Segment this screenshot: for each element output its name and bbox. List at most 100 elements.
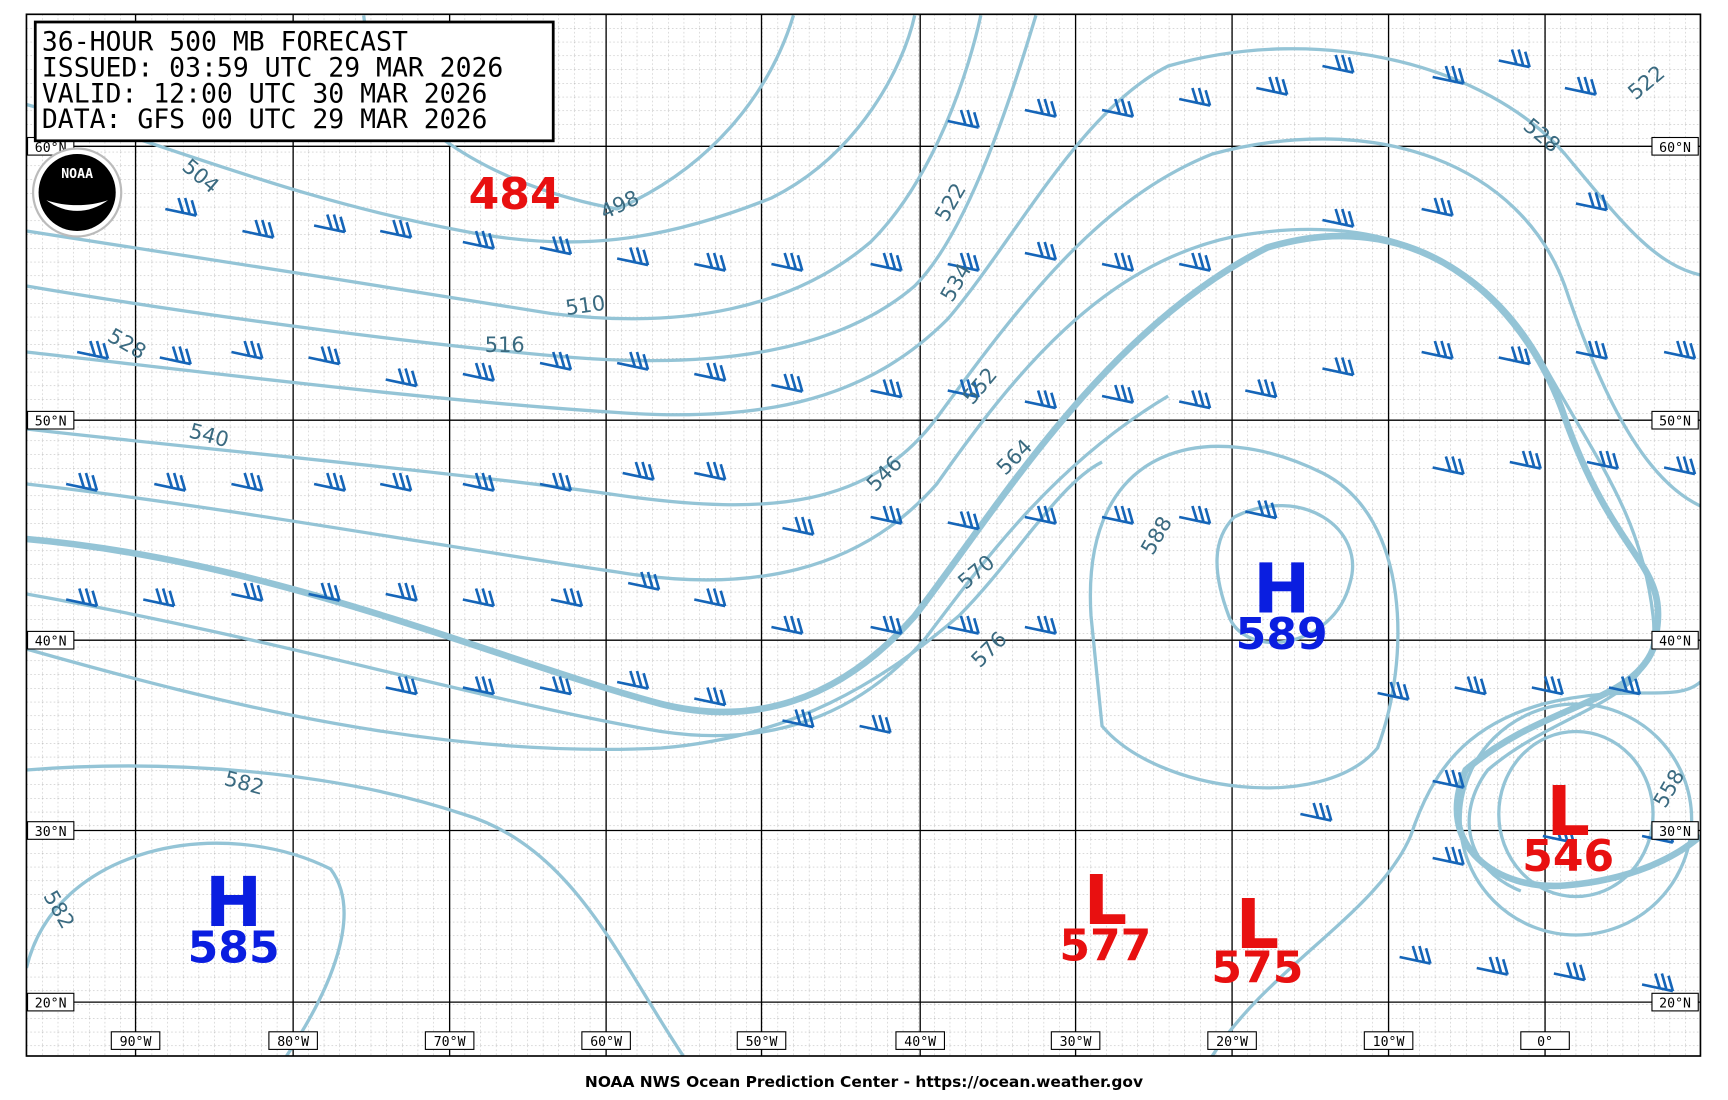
header-line: VALID: 12:00 UTC 30 MAR 2026 <box>42 78 488 109</box>
wind-barb <box>1399 945 1432 965</box>
logo-bird <box>46 200 108 211</box>
wind-barb <box>65 588 99 608</box>
wind-barb <box>1608 676 1642 696</box>
wind-barb <box>1101 505 1135 525</box>
wind-barb <box>1322 357 1355 377</box>
wind-barb <box>1432 65 1465 85</box>
wind-barb <box>870 505 903 525</box>
wind-barb <box>782 709 815 729</box>
center-value: 589 <box>1236 609 1328 660</box>
lat-label-box <box>27 821 75 840</box>
lon-label: 70°W <box>434 1035 466 1050</box>
contour <box>26 137 1701 508</box>
major-grid <box>26 14 1701 1056</box>
wind-barb <box>231 582 264 602</box>
header-line: 36-HOUR 500 MB FORECAST <box>42 27 408 58</box>
lat-label-box <box>27 630 75 650</box>
contour-label: 510 <box>564 291 607 320</box>
wind-barb <box>379 472 413 492</box>
wind-barb <box>539 676 573 696</box>
wind-barb <box>771 252 804 272</box>
center-letter: L <box>1084 862 1128 941</box>
lon-label-box <box>110 1031 161 1050</box>
wind-barb <box>313 214 347 234</box>
lat-label-left: 50°N <box>35 415 67 430</box>
wind-barb <box>1641 973 1675 993</box>
lat-label-box <box>1651 992 1699 1012</box>
center-value: 546 <box>1522 831 1614 882</box>
wind-barb <box>1542 824 1575 844</box>
lon-label: 60°W <box>590 1035 622 1050</box>
wind-barb <box>1024 390 1058 410</box>
lon-label: 40°W <box>904 1035 936 1050</box>
wind-barb <box>1531 676 1564 696</box>
wind-barb <box>947 615 980 635</box>
lat-label-box <box>1651 630 1699 650</box>
wind-barb <box>694 588 727 608</box>
wind-barb <box>694 362 727 382</box>
wind-barb <box>1101 384 1135 404</box>
wind-barb <box>771 615 804 635</box>
contour <box>26 394 1170 738</box>
wind-barb <box>1256 76 1289 96</box>
wind-barb <box>1421 197 1454 217</box>
wind-barb <box>1101 98 1135 118</box>
wind-barb <box>231 472 264 492</box>
contour <box>26 15 983 321</box>
wind-barb <box>1663 456 1697 476</box>
wind-barb <box>1498 49 1531 69</box>
wind-barb <box>1509 450 1542 470</box>
footer: NOAA NWS Ocean Prediction Center - https… <box>585 1073 1143 1091</box>
wind-barb <box>771 373 804 393</box>
minor-grid <box>26 14 1701 1056</box>
contour <box>26 227 1656 893</box>
wind-barb <box>159 346 192 366</box>
contour <box>1088 444 1400 790</box>
wind-barb <box>616 351 650 371</box>
wind-barb <box>782 516 815 536</box>
wind-barb <box>1564 76 1598 96</box>
wind-barb <box>694 461 727 481</box>
wind-barb <box>385 582 418 602</box>
lon-label: 10°W <box>1373 1035 1405 1050</box>
wind-barb <box>1663 340 1697 360</box>
wind-barb <box>947 252 980 272</box>
wind-barb <box>1024 505 1058 525</box>
wind-barb <box>622 461 655 481</box>
wind-barb <box>308 346 341 366</box>
header-line: DATA: GFS 00 UTC 29 MAR 2026 <box>42 104 488 135</box>
contour <box>1458 702 1694 937</box>
wind-barb <box>616 247 650 267</box>
wind-barb <box>462 588 495 608</box>
wind-barb <box>1178 505 1212 525</box>
wind-barb <box>1498 346 1531 366</box>
wind-barb <box>947 511 980 531</box>
contour <box>26 460 1103 752</box>
lon-label-box <box>895 1031 945 1050</box>
center-value: 484 <box>469 169 561 220</box>
contour-thick <box>26 232 1701 890</box>
wind-barb <box>627 571 661 591</box>
logo <box>38 154 116 231</box>
wind-barb <box>1575 192 1609 212</box>
lon-label-box <box>1207 1031 1257 1050</box>
lat-label-right: 50°N <box>1659 415 1691 430</box>
wind-barb <box>385 676 418 696</box>
center-letter: L <box>1546 773 1590 852</box>
lon-label: 0° <box>1537 1035 1553 1050</box>
contour <box>1215 504 1355 645</box>
wind-barb <box>1432 456 1465 476</box>
map-frame <box>25 13 1702 1057</box>
wind-barb <box>1300 802 1333 822</box>
wind-barb <box>462 230 495 250</box>
lat-label-right: 40°N <box>1659 635 1691 650</box>
wind-barb <box>1586 450 1620 470</box>
wind-barb <box>165 197 198 217</box>
lon-label-box <box>1363 1031 1414 1050</box>
lon-label-box <box>581 1031 631 1050</box>
wind-barb <box>947 379 980 399</box>
wind-barb <box>142 588 176 608</box>
lon-label: 80°W <box>277 1035 309 1050</box>
wind-barb <box>539 472 573 492</box>
lat-label-left: 30°N <box>35 825 67 840</box>
